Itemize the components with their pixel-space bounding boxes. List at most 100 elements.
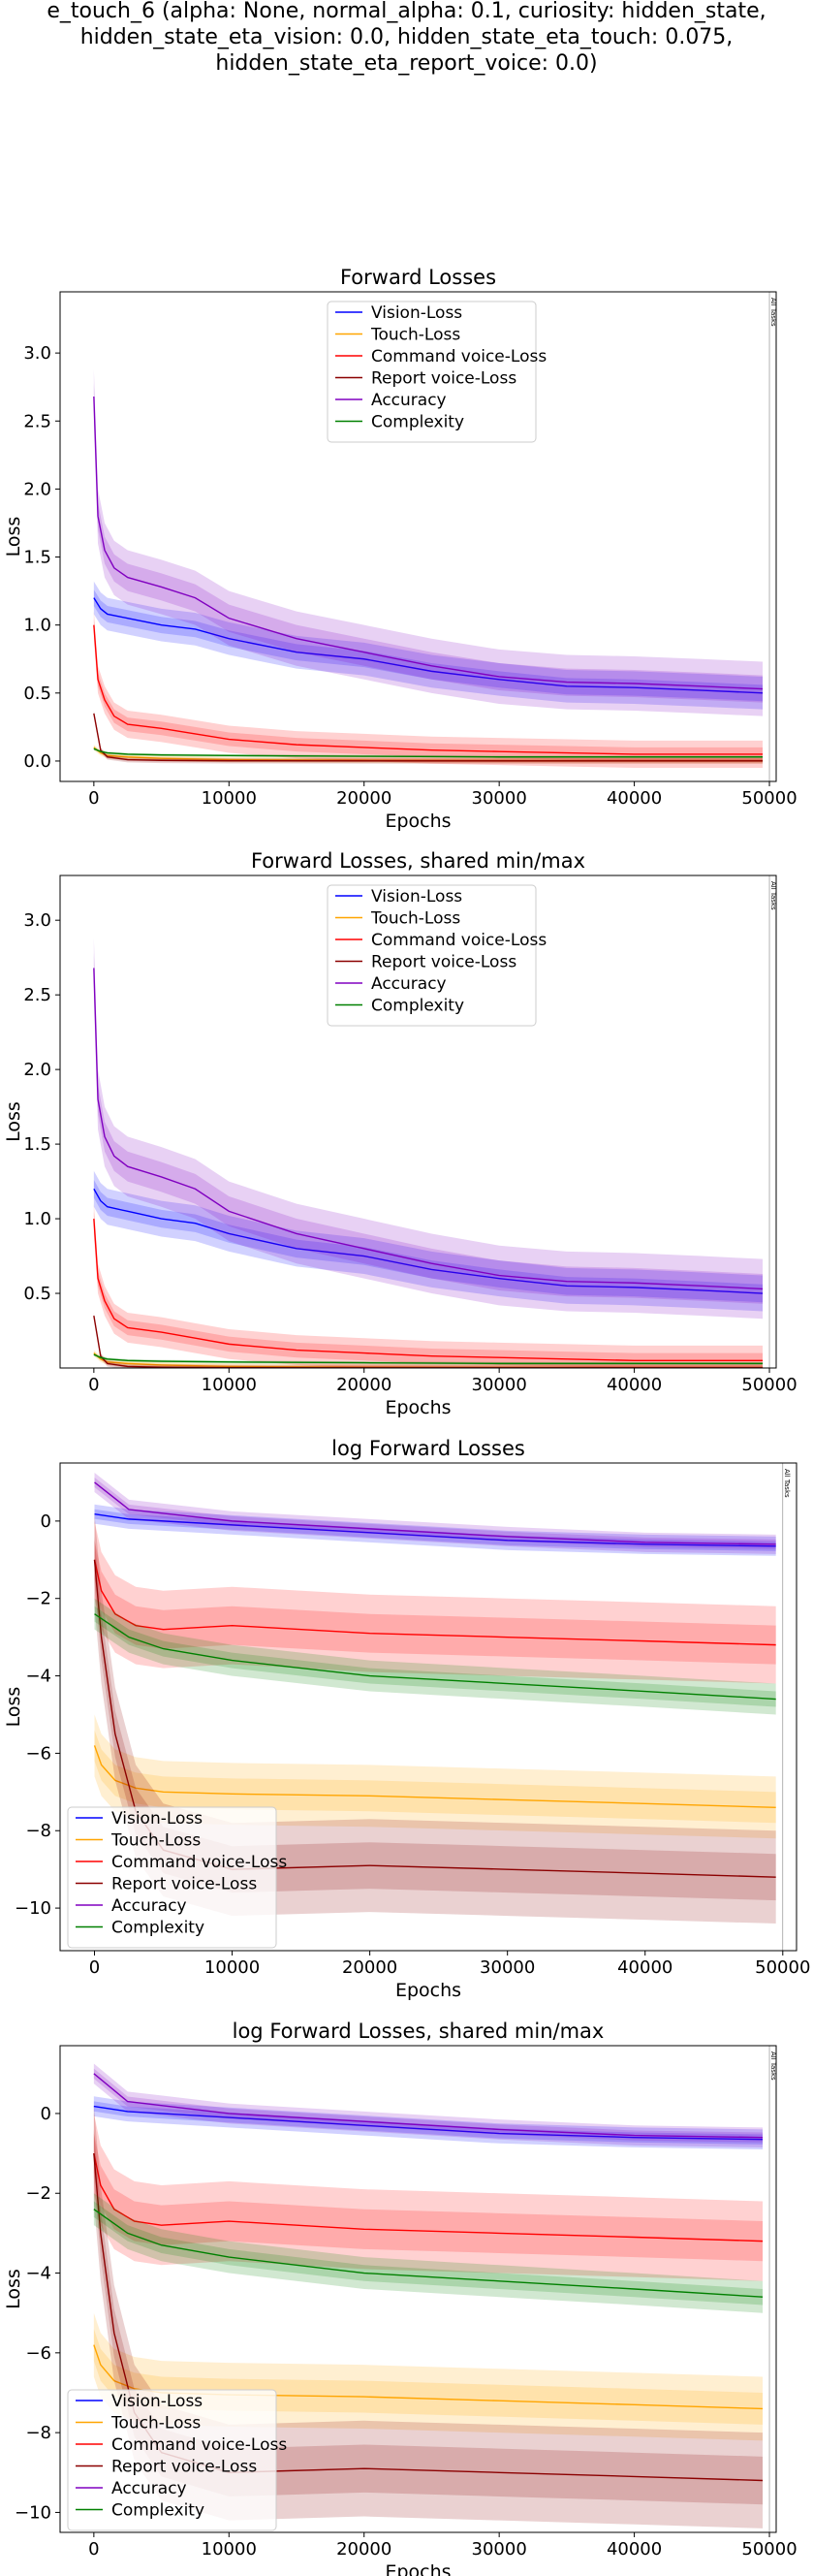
- x-tick-label: 40000: [617, 1957, 672, 1978]
- legend-box: [67, 2389, 277, 2531]
- legend-label-command-voice-loss: Command voice-Loss: [111, 1853, 287, 1872]
- chart-title: log Forward Losses, shared min/max: [233, 2019, 605, 2043]
- legend-label-command-voice-loss: Command voice-Loss: [371, 347, 547, 366]
- y-tick-label: 1.0: [23, 1209, 51, 1229]
- vline-label: All Tasks: [769, 298, 777, 327]
- legend-label-accuracy: Accuracy: [371, 391, 447, 410]
- x-tick-label: 30000: [472, 788, 527, 809]
- y-tick-label: 2.0: [23, 1060, 51, 1080]
- chart-title: Forward Losses, shared min/max: [251, 849, 585, 873]
- legend-label-accuracy: Accuracy: [111, 1896, 187, 1916]
- line-accuracy: [93, 968, 764, 1290]
- legend-label-touch-loss: Touch-Loss: [110, 1831, 201, 1851]
- x-tick-label: 0: [88, 2539, 99, 2560]
- x-tick-label: 30000: [472, 1375, 527, 1395]
- x-tick-label: 40000: [607, 788, 662, 809]
- y-axis-label: Loss: [3, 1101, 24, 1142]
- legend-label-report-voice-loss: Report voice-Loss: [371, 953, 516, 972]
- x-tick-label: 10000: [202, 1375, 257, 1395]
- inner-band-accuracy: [93, 2068, 764, 2143]
- plot-area: [93, 1472, 776, 1924]
- band-vision-loss: [93, 581, 764, 710]
- plot-frame: [59, 2045, 777, 2533]
- band-command-voice-loss: [93, 2113, 764, 2281]
- legend-label-complexity: Complexity: [371, 997, 464, 1016]
- y-tick-label: −6: [25, 2343, 51, 2364]
- chart-3: log Forward Losses All Tasks 0 10000 20000 30…: [3, 1437, 810, 2001]
- y-tick-label: 2.0: [23, 479, 51, 499]
- line-report-voice-loss: [93, 713, 764, 762]
- line-accuracy: [93, 396, 764, 690]
- vline-label: All Tasks: [783, 1469, 791, 1498]
- legend-box: [327, 884, 537, 1027]
- line-accuracy: [93, 2073, 764, 2139]
- band-touch-loss: [93, 1350, 764, 1368]
- line-touch-loss: [93, 1745, 776, 1808]
- vline-label: All Tasks: [769, 881, 777, 910]
- legend-label-vision-loss: Vision-Loss: [371, 303, 462, 323]
- y-axis-label: Loss: [3, 2269, 24, 2309]
- chart-1: Forward Losses All Tasks 0 10000 20000 30000 4…: [3, 266, 797, 832]
- y-tick-label: −2: [25, 1589, 51, 1609]
- legend-label-vision-loss: Vision-Loss: [111, 2392, 203, 2411]
- x-tick-label: 30000: [472, 2539, 527, 2560]
- chart-title: Forward Losses: [340, 266, 496, 289]
- band-accuracy: [94, 1472, 776, 1554]
- line-command-voice-loss: [93, 624, 764, 755]
- y-tick-label: 1.5: [23, 1134, 51, 1155]
- legend-label-accuracy: Accuracy: [111, 2479, 187, 2498]
- inner-band-accuracy: [94, 1477, 776, 1549]
- charts: Forward Losses All Tasks 0 10000 20000 30000 4…: [3, 266, 810, 2576]
- plot-area: [93, 368, 764, 768]
- plot-frame: [59, 291, 777, 782]
- x-tick-label: 10000: [202, 2539, 257, 2560]
- x-tick-label: 50000: [741, 788, 797, 809]
- legend-label-report-voice-loss: Report voice-Loss: [371, 369, 516, 389]
- suptitle-line-3: hidden_state_eta_report_voice: 0.0): [215, 51, 597, 76]
- y-tick-label: 1.0: [23, 616, 51, 636]
- x-tick-label: 40000: [607, 1375, 662, 1395]
- inner-band-touch-loss: [94, 1730, 776, 1824]
- x-tick-label: 10000: [202, 788, 257, 809]
- y-tick-label: 0: [41, 1511, 51, 1532]
- band-command-voice-loss: [93, 1203, 764, 1368]
- inner-band-touch-loss: [93, 1352, 764, 1368]
- plot-frame: [59, 875, 777, 1369]
- legend-label-touch-loss: Touch-Loss: [110, 2414, 201, 2433]
- x-tick-label: 20000: [336, 2539, 391, 2560]
- legend-label-complexity: Complexity: [111, 2501, 204, 2521]
- band-command-voice-loss: [94, 1520, 776, 1684]
- y-tick-label: 0: [41, 2104, 51, 2124]
- y-tick-label: −2: [25, 2183, 51, 2204]
- line-complexity: [94, 1613, 776, 1701]
- x-tick-label: 10000: [204, 1957, 260, 1978]
- y-axis-label: Loss: [3, 517, 24, 557]
- plot-frame: [59, 1462, 797, 1952]
- x-tick-label: 50000: [741, 1375, 797, 1395]
- legend-label-touch-loss: Touch-Loss: [370, 326, 460, 345]
- y-tick-label: 3.0: [23, 910, 51, 931]
- line-command-voice-loss: [93, 2152, 764, 2242]
- line-command-voice-loss: [93, 1219, 764, 1362]
- inner-band-accuracy: [93, 382, 764, 703]
- vline-label: All Tasks: [769, 2051, 777, 2081]
- y-tick-label: 2.5: [23, 985, 51, 1005]
- legend-box: [327, 301, 537, 443]
- inner-band-complexity: [93, 2201, 764, 2306]
- legend-label-report-voice-loss: Report voice-Loss: [111, 1875, 257, 1894]
- y-axis-label: Loss: [3, 1687, 24, 1728]
- legend-label-complexity: Complexity: [111, 1919, 204, 1938]
- legend-label-report-voice-loss: Report voice-Loss: [111, 2458, 257, 2477]
- y-tick-label: 3.0: [23, 343, 51, 364]
- line-complexity: [93, 747, 764, 758]
- band-accuracy: [93, 368, 764, 716]
- line-complexity: [93, 1353, 764, 1365]
- y-tick-label: −8: [25, 2423, 51, 2443]
- chart-4: log Forward Losses, shared min/max All Ta…: [3, 2019, 797, 2576]
- x-axis-label: Epochs: [385, 2561, 451, 2576]
- chart-title: log Forward Losses: [331, 1437, 525, 1460]
